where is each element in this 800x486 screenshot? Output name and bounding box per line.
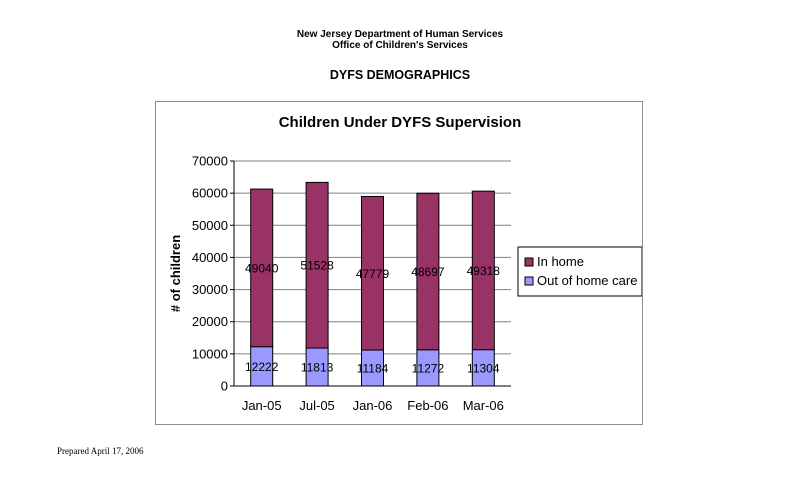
data-label: 49040 <box>245 261 279 275</box>
stacked-bar-chart: Children Under DYFS Supervision 0 10000 200… <box>168 114 642 413</box>
data-label: 48697 <box>411 265 445 279</box>
y-tick-label: 60000 <box>192 186 228 201</box>
data-label: 49318 <box>467 264 501 278</box>
bar-in-home <box>305 181 329 349</box>
y-tick-label: 50000 <box>192 218 228 233</box>
y-tick-label: 70000 <box>192 154 228 169</box>
org-name-line2: Office of Children's Services <box>332 40 468 51</box>
legend-box <box>517 246 642 297</box>
y-tick-label: 0 <box>221 379 228 394</box>
bar-in-home <box>361 195 384 351</box>
x-tick-label: Feb-06 <box>407 398 448 413</box>
y-tick-label: 30000 <box>192 282 228 297</box>
bar-in-home <box>471 190 495 351</box>
chart-frame: Children Under DYFS Supervision 0 10000 200… <box>155 101 643 425</box>
prepared-date: Prepared April 17, 2006 <box>57 446 144 456</box>
data-label: 11813 <box>301 361 334 375</box>
data-label: 11272 <box>412 361 445 375</box>
x-tick-label: Jan-06 <box>353 398 393 413</box>
data-label: 11184 <box>357 362 389 376</box>
legend-swatch <box>524 257 534 267</box>
bar-in-home <box>416 192 440 351</box>
data-label: 47779 <box>356 267 390 281</box>
data-label: 11304 <box>467 361 500 375</box>
legend-label: Out of home care <box>537 273 637 288</box>
org-name-line1: New Jersey Department of Human Services <box>296 29 504 40</box>
chart-title: Children Under DYFS Supervision <box>279 114 522 131</box>
bar-in-home <box>250 188 274 348</box>
y-tick-label: 40000 <box>192 250 228 265</box>
data-label: 51528 <box>300 259 334 273</box>
legend-swatch <box>524 276 534 286</box>
x-tick-label: Jan-05 <box>242 398 282 413</box>
y-axis-title: # of children <box>168 235 183 312</box>
data-label: 12222 <box>245 360 279 374</box>
y-tick-label: 20000 <box>192 314 228 329</box>
legend-label: In home <box>537 254 584 269</box>
x-tick-label: Mar-06 <box>463 398 504 413</box>
x-tick-label: Jul-05 <box>299 398 334 413</box>
y-tick-label: 10000 <box>192 346 228 361</box>
document-title: DYFS DEMOGRAPHICS <box>329 68 471 82</box>
